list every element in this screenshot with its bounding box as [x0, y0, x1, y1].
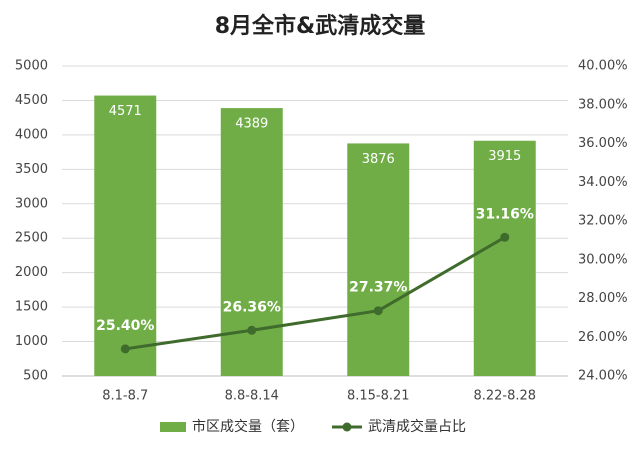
y2-tick-label: 30.00%: [578, 252, 628, 267]
x-tick-label: 8.8-8.14: [225, 389, 279, 404]
bar: [473, 140, 536, 376]
legend-marker: [342, 422, 352, 432]
y-tick-label: 5000: [15, 59, 48, 74]
bar-value-label: 3876: [362, 152, 395, 167]
x-tick-label: 8.22-8.28: [473, 389, 536, 404]
line-marker: [120, 344, 130, 354]
y-tick-label: 1500: [15, 300, 48, 315]
chart-title: 8月全市&武清成交量: [215, 13, 426, 39]
legend-label: 武清成交量占比: [368, 418, 466, 435]
y2-tick-label: 34.00%: [578, 175, 628, 190]
x-tick-label: 8.1-8.7: [102, 389, 148, 404]
y-tick-label: 4500: [15, 93, 48, 108]
line-value-label: 27.37%: [349, 280, 407, 296]
line: [125, 235, 506, 351]
y-tick-label: 4000: [15, 127, 48, 142]
bar: [347, 143, 410, 376]
y2-tick-label: 28.00%: [578, 291, 628, 306]
y2-tick-label: 26.00%: [578, 330, 628, 345]
bar-value-label: 4571: [109, 104, 142, 119]
y-tick-label: 500: [23, 369, 48, 384]
y2-tick-label: 32.00%: [578, 214, 628, 229]
y-tick-label: 3500: [15, 162, 48, 177]
y-tick-label: 1000: [15, 334, 48, 349]
bar: [220, 108, 283, 376]
line-marker: [247, 325, 257, 335]
legend-label: 市区成交量（套）: [192, 418, 304, 435]
y2-tick-label: 38.00%: [578, 97, 628, 112]
line-value-label: 26.36%: [223, 299, 281, 315]
y2-tick-label: 36.00%: [578, 136, 628, 151]
line-marker: [373, 306, 383, 316]
line-value-label: 31.16%: [476, 206, 534, 222]
y2-tick-label: 24.00%: [578, 369, 628, 384]
y-tick-label: 3000: [15, 196, 48, 211]
bar-value-label: 4389: [235, 117, 268, 132]
legend-swatch: [160, 422, 186, 432]
y2-tick-label: 40.00%: [578, 59, 628, 74]
y-tick-label: 2500: [15, 231, 48, 246]
line-marker: [500, 232, 510, 242]
x-tick-label: 8.15-8.21: [347, 389, 410, 404]
y-tick-label: 2000: [15, 265, 48, 280]
line-value-label: 25.40%: [96, 318, 154, 334]
bar: [94, 95, 157, 376]
bar-value-label: 3915: [488, 149, 521, 164]
